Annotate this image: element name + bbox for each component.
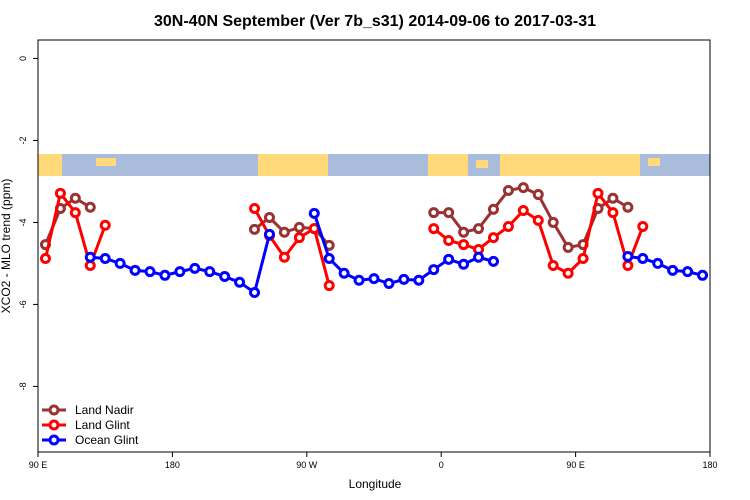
point	[517, 205, 529, 217]
point	[473, 251, 485, 263]
series-line	[90, 212, 703, 295]
point	[697, 269, 709, 281]
point	[204, 266, 216, 278]
legend-label: Land Glint	[75, 418, 130, 432]
x-axis-label: Longitude	[349, 477, 402, 491]
point	[293, 232, 305, 244]
point	[577, 253, 589, 265]
point	[54, 187, 66, 199]
point	[249, 223, 261, 235]
plot-frame	[37, 39, 711, 453]
point	[652, 257, 664, 269]
point	[383, 278, 395, 290]
point	[547, 259, 559, 271]
point	[249, 202, 261, 214]
point	[144, 266, 156, 278]
y-axis-label: XCO2 - MLO trend (ppm)	[0, 179, 13, 314]
point	[368, 273, 380, 285]
point	[443, 207, 455, 219]
point	[458, 226, 470, 238]
point	[263, 228, 275, 240]
x-tick-label: 180	[165, 460, 180, 470]
point	[458, 258, 470, 270]
point	[502, 184, 514, 196]
legend-marker	[48, 434, 60, 446]
point	[428, 207, 440, 219]
point	[84, 201, 96, 213]
legend-label: Land Nadir	[75, 403, 134, 417]
point	[502, 221, 514, 233]
legend-marker	[48, 404, 60, 416]
x-tick-label: 180	[702, 460, 717, 470]
point	[278, 251, 290, 263]
y-tick-label: -2	[18, 136, 28, 144]
point	[487, 255, 499, 267]
point	[234, 276, 246, 288]
point	[249, 287, 261, 299]
x-tick-label: 90 E	[29, 460, 48, 470]
chart-title: 30N-40N September (Ver 7b_s31) 2014-09-0…	[154, 13, 596, 30]
point	[562, 267, 574, 279]
point	[99, 253, 111, 265]
point	[607, 207, 619, 219]
point	[532, 214, 544, 226]
legend-marker	[48, 419, 60, 431]
point	[323, 280, 335, 292]
point	[487, 203, 499, 215]
y-tick-label: 0	[18, 56, 28, 61]
point	[562, 241, 574, 253]
point	[174, 266, 186, 278]
point	[293, 221, 305, 233]
point	[353, 274, 365, 286]
point	[398, 273, 410, 285]
y-tick-label: -8	[18, 382, 28, 390]
point	[278, 226, 290, 238]
y-tick-label: -4	[18, 218, 28, 226]
point	[517, 182, 529, 194]
point	[592, 187, 604, 199]
point	[159, 269, 171, 281]
point	[413, 274, 425, 286]
point	[84, 251, 96, 263]
x-tick-label: 90 W	[296, 460, 318, 470]
point	[69, 192, 81, 204]
point	[443, 234, 455, 246]
point	[487, 232, 499, 244]
point	[39, 253, 51, 265]
point	[428, 264, 440, 276]
point	[99, 219, 111, 231]
point	[637, 253, 649, 265]
point	[443, 253, 455, 265]
point	[263, 212, 275, 224]
point	[607, 192, 619, 204]
point	[547, 216, 559, 228]
map-band	[38, 154, 710, 176]
point	[114, 257, 126, 269]
point	[129, 264, 141, 276]
point	[338, 267, 350, 279]
y-tick-label: -6	[18, 300, 28, 308]
point	[622, 250, 634, 262]
point	[682, 266, 694, 278]
x-tick-label: 90 E	[566, 460, 585, 470]
point	[667, 264, 679, 276]
point	[69, 207, 81, 219]
point	[458, 239, 470, 251]
point	[622, 259, 634, 271]
point	[473, 223, 485, 235]
point	[637, 221, 649, 233]
point	[189, 262, 201, 274]
x-tick-label: 0	[439, 460, 444, 470]
point	[428, 223, 440, 235]
point	[219, 271, 231, 283]
legend-label: Ocean Glint	[75, 433, 139, 447]
point	[308, 207, 320, 219]
point	[622, 201, 634, 213]
point	[323, 253, 335, 265]
point	[532, 189, 544, 201]
